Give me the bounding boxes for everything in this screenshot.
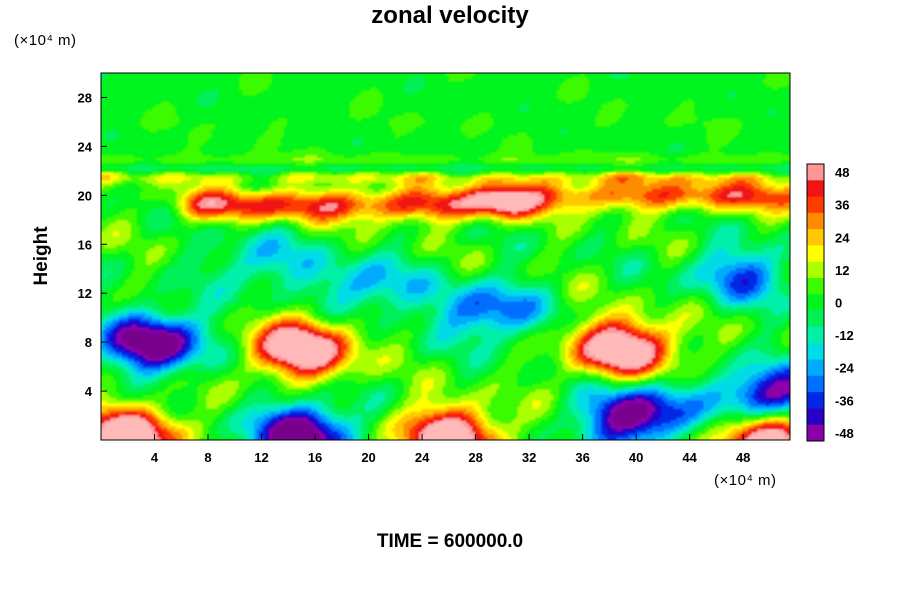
x-tick-label: 48 <box>736 450 750 465</box>
colorbar-tick-label: 36 <box>835 198 849 213</box>
y-axis-unit: (×10⁴ m) <box>14 32 77 49</box>
colorbar-tick-label: 0 <box>835 296 842 311</box>
x-tick-label: 24 <box>415 450 430 465</box>
y-tick-label: 20 <box>78 188 92 203</box>
colorbar-segment <box>807 392 824 409</box>
colorbar-segment <box>807 375 824 393</box>
colorbar-tick-label: 48 <box>835 165 849 180</box>
colorbar-tick-label: -24 <box>835 361 855 376</box>
plot-frame <box>100 72 791 441</box>
colorbar-segment <box>807 245 824 263</box>
y-tick-label: 8 <box>85 335 92 350</box>
colorbar-segment <box>807 261 824 279</box>
colorbar-segment <box>807 343 824 361</box>
colorbar-frame <box>806 163 825 442</box>
x-axis-unit: (×10⁴ m) <box>714 472 777 489</box>
y-tick-label: 28 <box>78 90 92 105</box>
colorbar-segment <box>807 326 824 344</box>
colorbar-segment <box>807 164 824 181</box>
x-tick-label: 16 <box>308 450 322 465</box>
colorbar-segment <box>807 278 824 295</box>
x-tick-label: 8 <box>204 450 211 465</box>
colorbar-segment <box>807 408 824 426</box>
chart-title: zonal velocity <box>371 2 529 29</box>
colorbar: 48 36 24 12 0 -12 -24 -36 -48 <box>806 163 855 442</box>
x-tick-label: 36 <box>575 450 589 465</box>
velocity-field <box>101 73 790 440</box>
x-tick-label: 12 <box>254 450 268 465</box>
colorbar-tick-label: 12 <box>835 263 849 278</box>
y-axis-ticks: 4 8 12 16 20 24 28 <box>78 90 107 399</box>
y-tick-label: 24 <box>78 139 93 154</box>
colorbar-segment <box>807 180 824 198</box>
colorbar-segment <box>807 424 824 442</box>
colorbar-segment <box>807 212 824 230</box>
colorbar-tick-label: -36 <box>835 393 854 408</box>
x-tick-label: 32 <box>522 450 536 465</box>
colorbar-segment <box>807 229 824 246</box>
x-tick-label: 4 <box>151 450 159 465</box>
x-tick-label: 40 <box>629 450 643 465</box>
colorbar-tick-label: 24 <box>835 230 850 245</box>
y-tick-label: 12 <box>78 286 92 301</box>
colorbar-segment <box>807 196 824 214</box>
time-label: TIME = 600000.0 <box>376 531 524 552</box>
colorbar-tick-label: -48 <box>835 426 854 441</box>
x-tick-label: 28 <box>468 450 482 465</box>
colorbar-segment <box>807 359 824 377</box>
y-tick-label: 16 <box>78 237 92 252</box>
colorbar-segment <box>807 310 824 328</box>
x-axis-ticks: 4 8 12 16 20 24 28 32 36 40 44 48 <box>151 434 750 465</box>
colorbar-tick-label: -12 <box>835 328 854 343</box>
colorbar-segment <box>807 294 824 312</box>
x-tick-label: 20 <box>361 450 375 465</box>
x-tick-label: 44 <box>682 450 697 465</box>
y-tick-label: 4 <box>85 384 93 399</box>
